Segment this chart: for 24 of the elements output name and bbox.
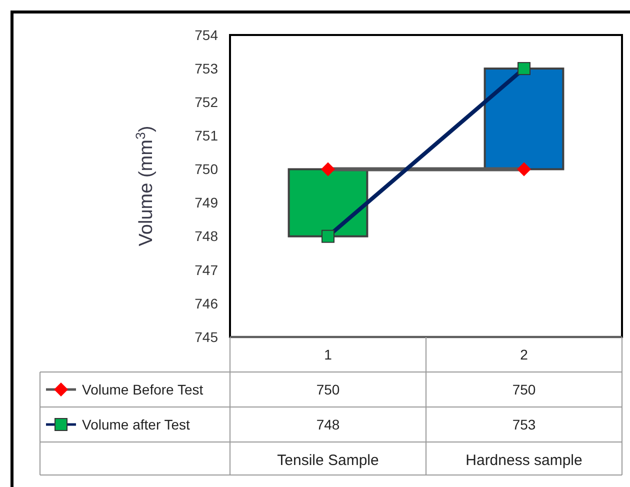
text: Tensile Sample [277, 452, 379, 469]
data-label: 750 [316, 381, 340, 398]
point [322, 230, 334, 243]
y-tick-label: 748 [194, 228, 218, 244]
x-tick-label: 1 [324, 346, 332, 362]
y-tick-label: 747 [194, 262, 218, 278]
y-tick-label: 750 [194, 161, 218, 178]
data-label: 748 [316, 416, 340, 432]
point [321, 162, 335, 176]
legend-label: Volume Before Test [82, 381, 204, 398]
data-label: 750 [512, 381, 536, 398]
point [517, 162, 531, 176]
x-tick-label: 2 [520, 346, 528, 362]
y-tick-label: 749 [194, 194, 218, 211]
y-tick-label: 751 [194, 128, 218, 144]
y-tick-label: 752 [194, 94, 218, 110]
y-tick-label: 745 [194, 328, 218, 345]
point [518, 62, 530, 76]
y-tick-label: 754 [194, 26, 218, 43]
y-tick-label: 753 [194, 60, 218, 76]
text: Hardness sample [466, 452, 582, 469]
y-tick-label: 746 [194, 295, 218, 312]
data-label: 753 [512, 416, 536, 432]
legend-label: Volume after Test [82, 416, 190, 432]
